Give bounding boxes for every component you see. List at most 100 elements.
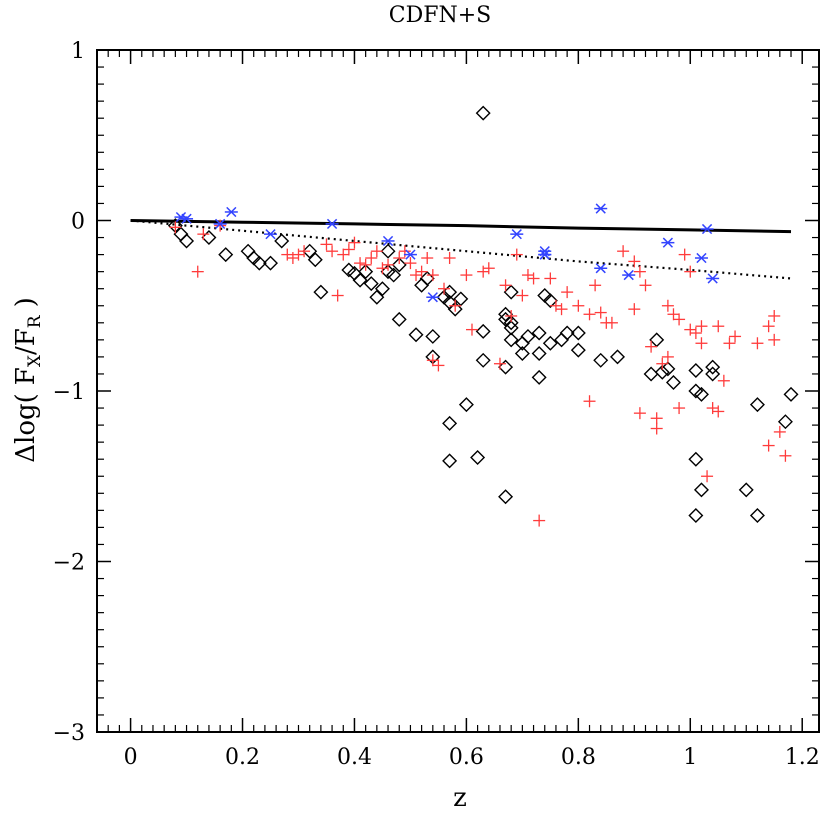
plus-point	[723, 337, 736, 350]
plus-point	[650, 412, 663, 425]
plus-point	[426, 354, 439, 367]
diamond-point	[570, 342, 586, 358]
plus-point	[583, 395, 596, 408]
diamond-point	[414, 277, 430, 293]
plus-point	[779, 449, 792, 462]
asterisk-point	[700, 223, 714, 235]
diamond-point	[263, 255, 278, 271]
diamond-point	[442, 415, 458, 431]
y-title-den: F	[11, 328, 41, 346]
plus-point	[656, 357, 669, 370]
diamond-point	[419, 270, 435, 286]
plus-point	[533, 514, 546, 527]
plus-point	[432, 359, 445, 372]
diamond-point	[749, 397, 765, 413]
plus-point	[365, 252, 378, 265]
diamond-point	[783, 386, 799, 402]
diamond-point	[442, 453, 458, 469]
x-tick-label: 1	[683, 745, 697, 770]
plus-point	[499, 279, 512, 292]
diamond-point	[749, 507, 765, 523]
plus-point	[527, 272, 540, 285]
asterisk-point	[403, 249, 417, 260]
diamond-point	[251, 255, 267, 271]
diamond-point	[498, 306, 514, 322]
plus-point	[438, 282, 451, 295]
y-tick-label: 1	[71, 39, 85, 64]
plus-point	[695, 337, 708, 350]
plus-point	[639, 279, 652, 292]
diamond-point	[688, 451, 704, 467]
x-tick-label: 1.2	[785, 745, 820, 770]
diamond-point	[610, 349, 626, 365]
plus-point	[393, 252, 406, 265]
diamond-point	[307, 252, 323, 268]
plus-point	[706, 402, 719, 415]
x-axis-ticks: 0 0.2 0.4 0.6 0.8 1 1.2	[107, 50, 820, 770]
x-tick-label: 0.6	[449, 745, 484, 770]
plus-point	[449, 299, 462, 312]
y-axis-ticks: −3 −2 −1 0 1	[53, 39, 819, 746]
plus-point	[701, 470, 714, 483]
plus-point	[589, 279, 602, 292]
asterisk-point	[706, 273, 720, 284]
diamond-point	[391, 257, 407, 273]
x-axis-title: z	[453, 783, 467, 813]
x-tick-label: 0.4	[337, 745, 372, 770]
diamond-point	[240, 243, 256, 259]
plus-point	[544, 272, 557, 285]
diamond-point	[475, 105, 491, 121]
diamond-point	[503, 315, 519, 331]
plus-point	[477, 265, 490, 278]
diamond-point	[738, 482, 754, 498]
y-tick-label: 0	[71, 210, 85, 235]
y-title-num: F	[11, 367, 41, 385]
diamond-point	[688, 507, 704, 523]
plus-point	[286, 252, 299, 265]
diamond-point	[570, 325, 586, 341]
plus-point	[197, 228, 210, 241]
plus-point	[712, 405, 725, 418]
diamond-point	[302, 243, 318, 259]
diamond-point	[408, 327, 424, 343]
solid-model-line	[130, 219, 792, 234]
asterisk-point	[264, 229, 278, 240]
diamond-point	[649, 332, 665, 348]
y-axis-title: Δlog(FX/FR)	[11, 297, 45, 462]
plus-point	[712, 320, 725, 333]
plus-point	[292, 248, 305, 261]
diamond-point	[705, 359, 721, 375]
diamond-point	[179, 233, 195, 249]
plus-point	[337, 248, 350, 261]
plus-point	[617, 245, 630, 258]
plus-point	[505, 309, 518, 322]
y-tick-label: −2	[53, 551, 85, 576]
asterisk-point	[538, 249, 552, 260]
diamond-point	[777, 414, 793, 430]
diamond-point	[503, 284, 519, 300]
diamond-point	[688, 363, 704, 379]
asterisk-point	[180, 213, 194, 224]
plus-point	[376, 262, 389, 275]
plot-frame	[96, 49, 820, 733]
plus-point	[762, 439, 775, 452]
y-title-suffix: )	[11, 297, 41, 307]
plus-point	[717, 374, 730, 387]
asterisk-point	[426, 292, 440, 303]
plus-point	[678, 248, 691, 261]
dotted-model-line	[130, 219, 792, 280]
plus-point	[415, 265, 428, 278]
chart-title: CDFN+S	[389, 3, 492, 28]
y-title-den-sub: R	[25, 314, 45, 328]
diamond-point	[391, 311, 407, 327]
plus-point	[628, 303, 641, 316]
y-tick-label: −1	[53, 380, 85, 405]
plus-point	[561, 286, 574, 299]
plus-point	[510, 248, 523, 261]
x-tick-label: 0	[124, 745, 138, 770]
asterisk-point	[622, 269, 636, 281]
asterisk-point	[510, 229, 524, 240]
diamond-point	[386, 267, 402, 283]
asterisk-point	[694, 252, 708, 264]
